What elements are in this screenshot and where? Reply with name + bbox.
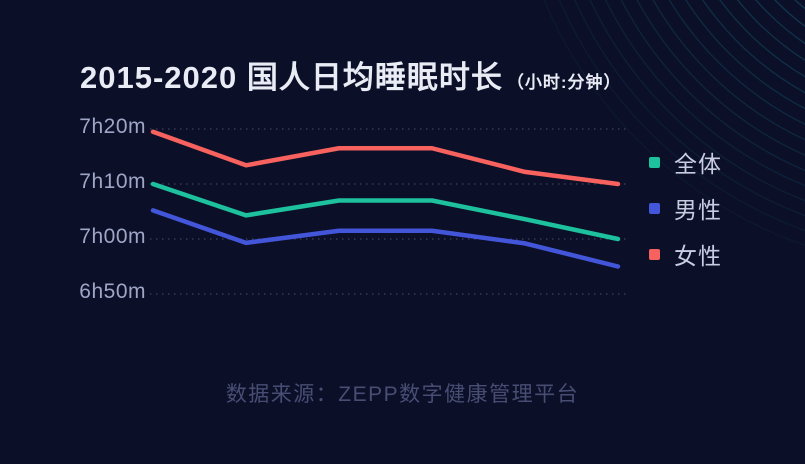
decorative-arc xyxy=(755,0,805,45)
series-line-1 xyxy=(150,208,621,269)
legend-item-male: 男性 xyxy=(649,195,722,223)
decorative-arc xyxy=(774,0,805,28)
legend-swatch-all-icon xyxy=(649,156,660,168)
data-source-note: 数据来源：ZEPP数字健康管理平台 xyxy=(225,383,580,406)
decorative-arc xyxy=(736,0,805,61)
legend-swatch-female-icon xyxy=(649,248,660,260)
series-line-2 xyxy=(150,129,621,187)
decorative-arc xyxy=(668,0,805,125)
chart-title: 2015-2020 国人日均睡眠时长 （小时:分钟） xyxy=(80,52,622,97)
legend-swatch-male-icon xyxy=(649,202,660,214)
legend-label-male: 男性 xyxy=(674,197,722,223)
chart-title-text: 2015-2020 国人日均睡眠时长 xyxy=(80,60,503,95)
decorative-arc xyxy=(702,0,805,94)
y-axis-tick-7h20m: 7h20m xyxy=(79,115,146,138)
y-axis-tick-7h00m: 7h00m xyxy=(79,225,146,248)
decorative-arc xyxy=(719,0,805,78)
decorative-arc xyxy=(685,0,805,110)
legend: 全体 男性 女性 xyxy=(649,149,722,287)
chart-title-unit-label: （小时:分钟） xyxy=(506,73,622,92)
legend-label-female: 女性 xyxy=(674,243,722,269)
legend-item-all: 全体 xyxy=(649,149,722,177)
y-axis-tick-6h50m: 6h50m xyxy=(79,280,146,303)
y-axis-tick-7h10m: 7h10m xyxy=(79,170,146,193)
legend-item-female: 女性 xyxy=(649,241,722,269)
legend-label-all: 全体 xyxy=(674,151,722,177)
series-line-0 xyxy=(150,181,621,242)
decorative-arc xyxy=(794,0,805,10)
